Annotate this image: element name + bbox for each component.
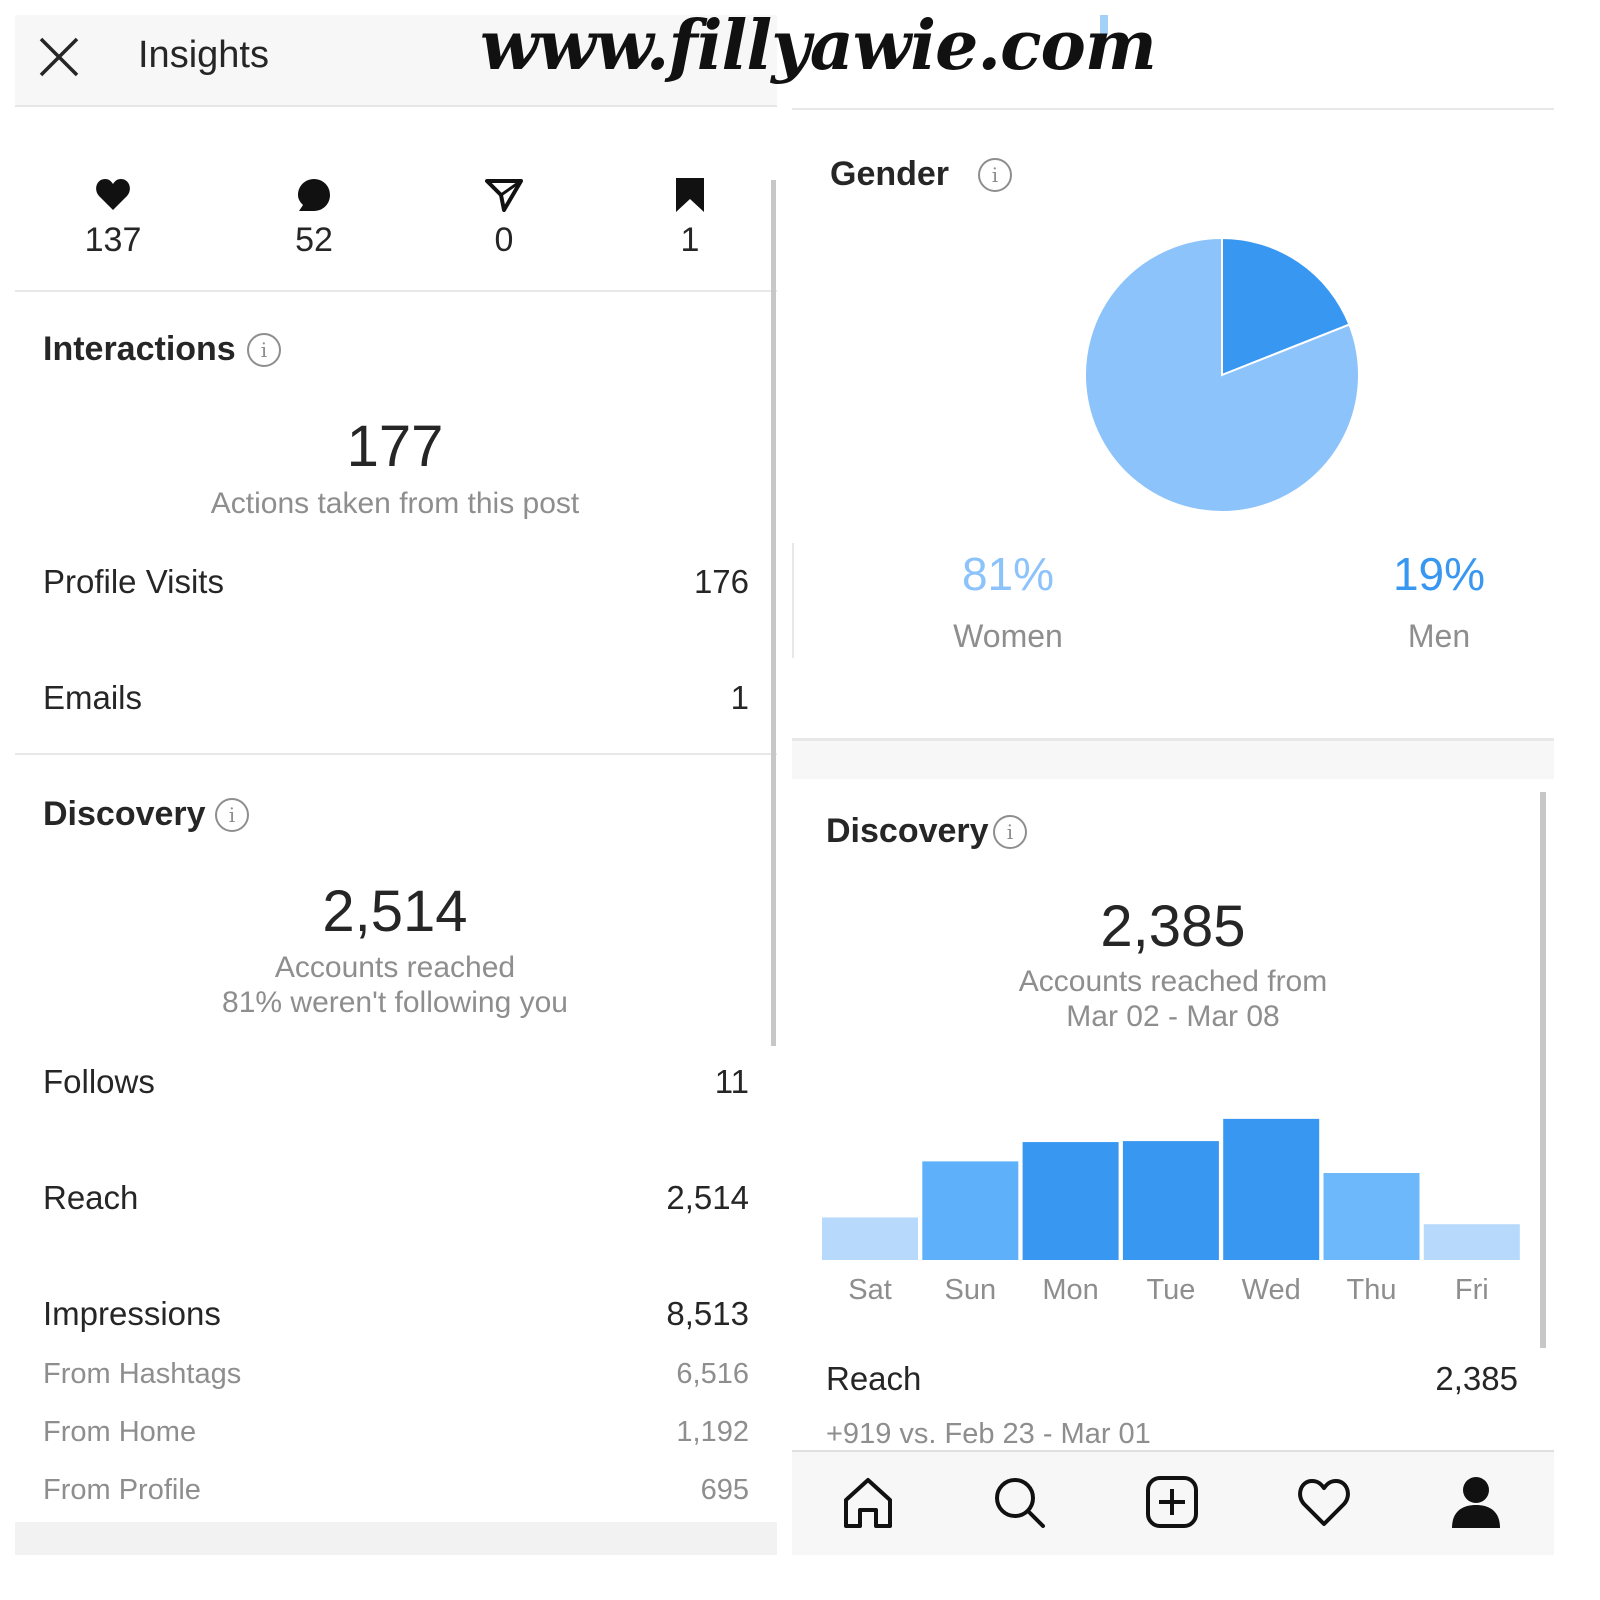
interactions-total: 177 xyxy=(346,414,444,479)
impressions-value: 8,513 xyxy=(666,1295,749,1332)
info-icon[interactable]: i xyxy=(247,333,281,367)
interactions-subtitle: Actions taken from this post xyxy=(210,487,580,520)
info-icon[interactable]: i xyxy=(993,815,1027,849)
activity-heart-icon[interactable] xyxy=(1296,1474,1352,1530)
shares-stat: 0 xyxy=(444,175,564,260)
bar-tue xyxy=(1122,1141,1219,1260)
watermark-text: www.fillyawie.com xyxy=(480,6,1157,86)
insights-panel-right: Gender i 81% Women 19% Men Discovery i 2… xyxy=(792,15,1554,1555)
discovery-title: Discovery xyxy=(826,812,989,850)
gender-title: Gender xyxy=(830,155,950,193)
bar-mon xyxy=(1022,1142,1119,1260)
shares-count: 0 xyxy=(494,221,514,259)
comment-icon xyxy=(254,175,374,215)
discovery-note: 81% weren't following you xyxy=(222,986,568,1019)
comments-count: 52 xyxy=(295,221,333,259)
footer-band xyxy=(15,1522,777,1555)
impressions-label: Impressions xyxy=(43,1295,221,1332)
scrollbar[interactable] xyxy=(1540,792,1546,1348)
emails-label: Emails xyxy=(43,679,143,716)
discovery-title: Discovery xyxy=(43,795,206,833)
likes-count: 137 xyxy=(84,221,142,259)
discovery-subtitle: Accounts reached xyxy=(274,951,516,984)
bar-wed xyxy=(1223,1118,1320,1260)
divider xyxy=(792,543,794,658)
bottom-nav xyxy=(792,1450,1554,1555)
reach-comparison: +919 vs. Feb 23 - Mar 01 xyxy=(826,1418,1151,1450)
reach-value: 2,514 xyxy=(666,1179,749,1216)
section-separator xyxy=(792,738,1554,779)
bar-label-sun: Sun xyxy=(944,1274,996,1306)
follows-label: Follows xyxy=(43,1063,155,1100)
likes-stat: 137 xyxy=(53,175,173,260)
search-icon[interactable] xyxy=(991,1474,1047,1530)
top-bar: Insights xyxy=(15,15,777,107)
bar-sat xyxy=(822,1217,918,1260)
close-icon[interactable] xyxy=(37,35,81,79)
send-icon xyxy=(444,175,564,215)
insights-panel-left: Insights 137 52 0 1 Interactions i 177 A… xyxy=(15,15,777,1555)
discovery-date-range: Mar 02 - Mar 08 xyxy=(1066,1000,1280,1033)
profile-icon[interactable] xyxy=(1448,1474,1504,1530)
scroll-indicator xyxy=(1100,15,1108,35)
profile-visits-value: 176 xyxy=(693,563,749,600)
reach-value: 2,385 xyxy=(1435,1360,1518,1397)
discovery-total: 2,514 xyxy=(322,879,468,944)
follows-value: 11 xyxy=(714,1063,749,1100)
add-post-icon[interactable] xyxy=(1144,1474,1200,1530)
heart-icon xyxy=(53,175,173,215)
comments-stat: 52 xyxy=(254,175,374,260)
reach-label: Reach xyxy=(826,1360,922,1397)
gender-pie-chart xyxy=(1084,236,1360,513)
divider xyxy=(792,108,1554,110)
info-icon[interactable]: i xyxy=(978,158,1012,192)
women-label: Women xyxy=(953,618,1063,654)
info-icon[interactable]: i xyxy=(215,798,249,832)
bar-fri xyxy=(1423,1224,1520,1260)
scrollbar[interactable] xyxy=(771,180,776,1046)
from-home-value: 1,192 xyxy=(676,1416,749,1448)
from-profile-value: 695 xyxy=(700,1474,749,1506)
reach-label: Reach xyxy=(43,1179,139,1216)
bar-label-wed: Wed xyxy=(1242,1274,1301,1306)
bar-label-fri: Fri xyxy=(1455,1274,1489,1306)
bar-label-thu: Thu xyxy=(1347,1274,1397,1306)
bar-label-sat: Sat xyxy=(848,1274,892,1306)
home-icon[interactable] xyxy=(840,1474,896,1530)
discovery-subtitle: Accounts reached from xyxy=(1018,965,1328,998)
profile-visits-label: Profile Visits xyxy=(43,563,224,600)
men-percent: 19% xyxy=(1392,548,1486,600)
from-profile-label: From Profile xyxy=(43,1474,201,1506)
from-hashtags-value: 6,516 xyxy=(676,1358,749,1390)
discovery-total: 2,385 xyxy=(1100,894,1246,959)
from-hashtags-label: From Hashtags xyxy=(43,1358,242,1390)
bar-label-tue: Tue xyxy=(1146,1274,1195,1306)
saves-stat: 1 xyxy=(630,175,750,260)
interactions-title: Interactions xyxy=(43,330,236,368)
divider xyxy=(15,753,777,755)
daily-reach-bar-chart: Sat Sun Mon Tue Wed Thu Fri xyxy=(822,1118,1520,1306)
emails-value: 1 xyxy=(730,679,749,716)
page-title: Insights xyxy=(138,34,269,76)
women-percent: 81% xyxy=(961,548,1055,600)
divider xyxy=(15,290,777,292)
pie-slice-men xyxy=(1221,236,1351,377)
men-label: Men xyxy=(1407,618,1471,654)
bar-thu xyxy=(1323,1173,1420,1260)
bar-label-mon: Mon xyxy=(1042,1274,1098,1306)
bar-sun xyxy=(922,1161,1019,1260)
from-home-label: From Home xyxy=(43,1416,197,1448)
saves-count: 1 xyxy=(680,221,700,259)
bookmark-icon xyxy=(630,175,750,215)
pie-slice-women xyxy=(1084,236,1360,513)
